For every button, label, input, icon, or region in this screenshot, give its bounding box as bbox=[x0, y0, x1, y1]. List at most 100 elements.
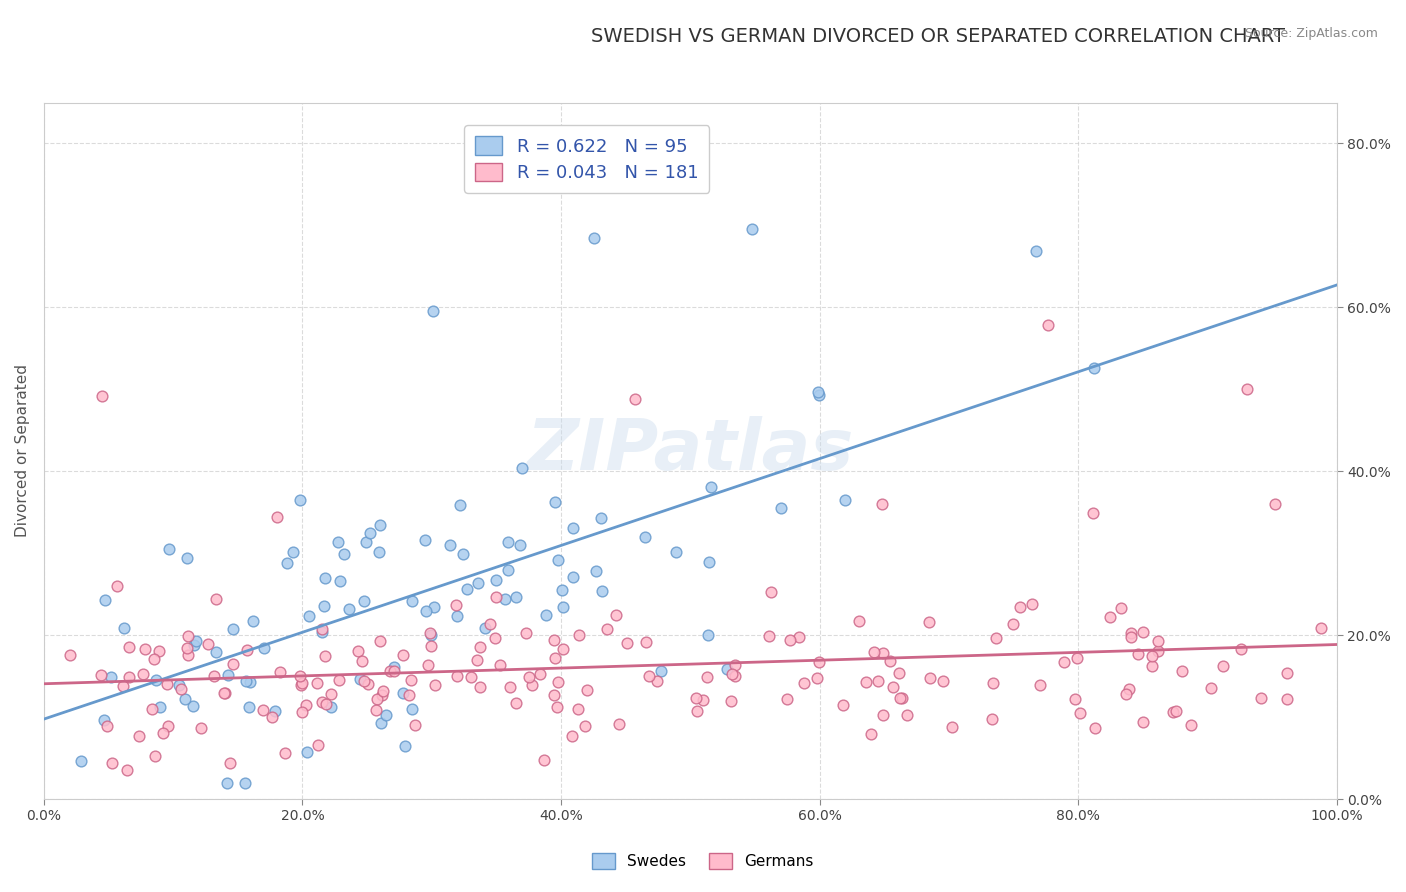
Point bbox=[423, 678, 446, 692]
Point bbox=[561, 521, 583, 535]
Point bbox=[202, 669, 225, 683]
Point bbox=[276, 557, 298, 571]
Point bbox=[834, 493, 856, 508]
Point bbox=[353, 674, 375, 689]
Point bbox=[222, 657, 245, 671]
Point bbox=[496, 563, 519, 577]
Point bbox=[174, 692, 197, 706]
Point bbox=[1028, 678, 1050, 692]
Point bbox=[337, 602, 360, 616]
Point bbox=[90, 389, 112, 403]
Point bbox=[741, 221, 763, 235]
Point bbox=[474, 621, 496, 635]
Point bbox=[252, 703, 274, 717]
Point bbox=[392, 686, 415, 700]
Point bbox=[723, 669, 745, 683]
Point bbox=[215, 775, 238, 789]
Point bbox=[1161, 706, 1184, 720]
Point bbox=[1132, 714, 1154, 729]
Point bbox=[696, 670, 718, 684]
Point bbox=[634, 529, 657, 543]
Point bbox=[1140, 658, 1163, 673]
Point bbox=[398, 688, 420, 702]
Point bbox=[269, 665, 291, 679]
Point bbox=[1171, 664, 1194, 678]
Point bbox=[889, 691, 911, 706]
Point bbox=[645, 673, 668, 688]
Point bbox=[305, 676, 328, 690]
Point bbox=[553, 600, 575, 615]
Point bbox=[419, 627, 441, 641]
Point bbox=[543, 633, 565, 648]
Point bbox=[1099, 610, 1122, 624]
Point bbox=[128, 729, 150, 743]
Point bbox=[176, 551, 198, 566]
Point bbox=[1277, 665, 1299, 680]
Point bbox=[382, 664, 405, 678]
Point bbox=[484, 591, 506, 605]
Point bbox=[290, 492, 312, 507]
Point bbox=[589, 511, 612, 525]
Point bbox=[665, 545, 688, 559]
Point bbox=[419, 639, 441, 653]
Point bbox=[143, 652, 166, 666]
Point bbox=[496, 534, 519, 549]
Point bbox=[468, 680, 491, 694]
Point bbox=[574, 718, 596, 732]
Point bbox=[716, 662, 738, 676]
Point bbox=[446, 598, 468, 612]
Point bbox=[616, 636, 638, 650]
Point bbox=[333, 547, 356, 561]
Point bbox=[183, 638, 205, 652]
Point bbox=[96, 719, 118, 733]
Point bbox=[1111, 601, 1133, 615]
Point bbox=[94, 592, 117, 607]
Point bbox=[1084, 721, 1107, 735]
Point bbox=[311, 624, 333, 639]
Point bbox=[775, 691, 797, 706]
Point bbox=[543, 688, 565, 702]
Point bbox=[1025, 244, 1047, 258]
Point bbox=[456, 582, 478, 596]
Point bbox=[349, 672, 371, 686]
Point bbox=[882, 680, 904, 694]
Point bbox=[294, 698, 316, 712]
Point bbox=[281, 544, 304, 558]
Point bbox=[887, 666, 910, 681]
Point bbox=[505, 697, 527, 711]
Legend: Swedes, Germans: Swedes, Germans bbox=[586, 847, 820, 875]
Point bbox=[328, 673, 350, 687]
Point bbox=[177, 648, 200, 663]
Point bbox=[529, 666, 551, 681]
Point bbox=[485, 573, 508, 587]
Point bbox=[242, 614, 264, 628]
Point bbox=[314, 648, 336, 663]
Point bbox=[520, 678, 543, 692]
Point bbox=[101, 756, 124, 771]
Point bbox=[366, 703, 388, 717]
Point bbox=[218, 756, 240, 771]
Point bbox=[519, 670, 541, 684]
Point bbox=[697, 556, 720, 570]
Legend: R = 0.622   N = 95, R = 0.043   N = 181: R = 0.622 N = 95, R = 0.043 N = 181 bbox=[464, 126, 709, 193]
Point bbox=[494, 592, 516, 607]
Point bbox=[115, 763, 138, 777]
Point bbox=[214, 686, 236, 700]
Point bbox=[866, 674, 889, 689]
Point bbox=[582, 231, 605, 245]
Point bbox=[515, 625, 537, 640]
Point bbox=[848, 614, 870, 628]
Point bbox=[264, 704, 287, 718]
Point bbox=[181, 698, 204, 713]
Point bbox=[1066, 651, 1088, 665]
Point bbox=[236, 643, 259, 657]
Point bbox=[446, 669, 468, 683]
Point bbox=[1001, 616, 1024, 631]
Point bbox=[418, 658, 440, 673]
Point bbox=[981, 676, 1004, 690]
Point bbox=[832, 698, 855, 713]
Point bbox=[547, 553, 569, 567]
Point bbox=[510, 461, 533, 475]
Point bbox=[1053, 655, 1076, 669]
Point bbox=[536, 607, 558, 622]
